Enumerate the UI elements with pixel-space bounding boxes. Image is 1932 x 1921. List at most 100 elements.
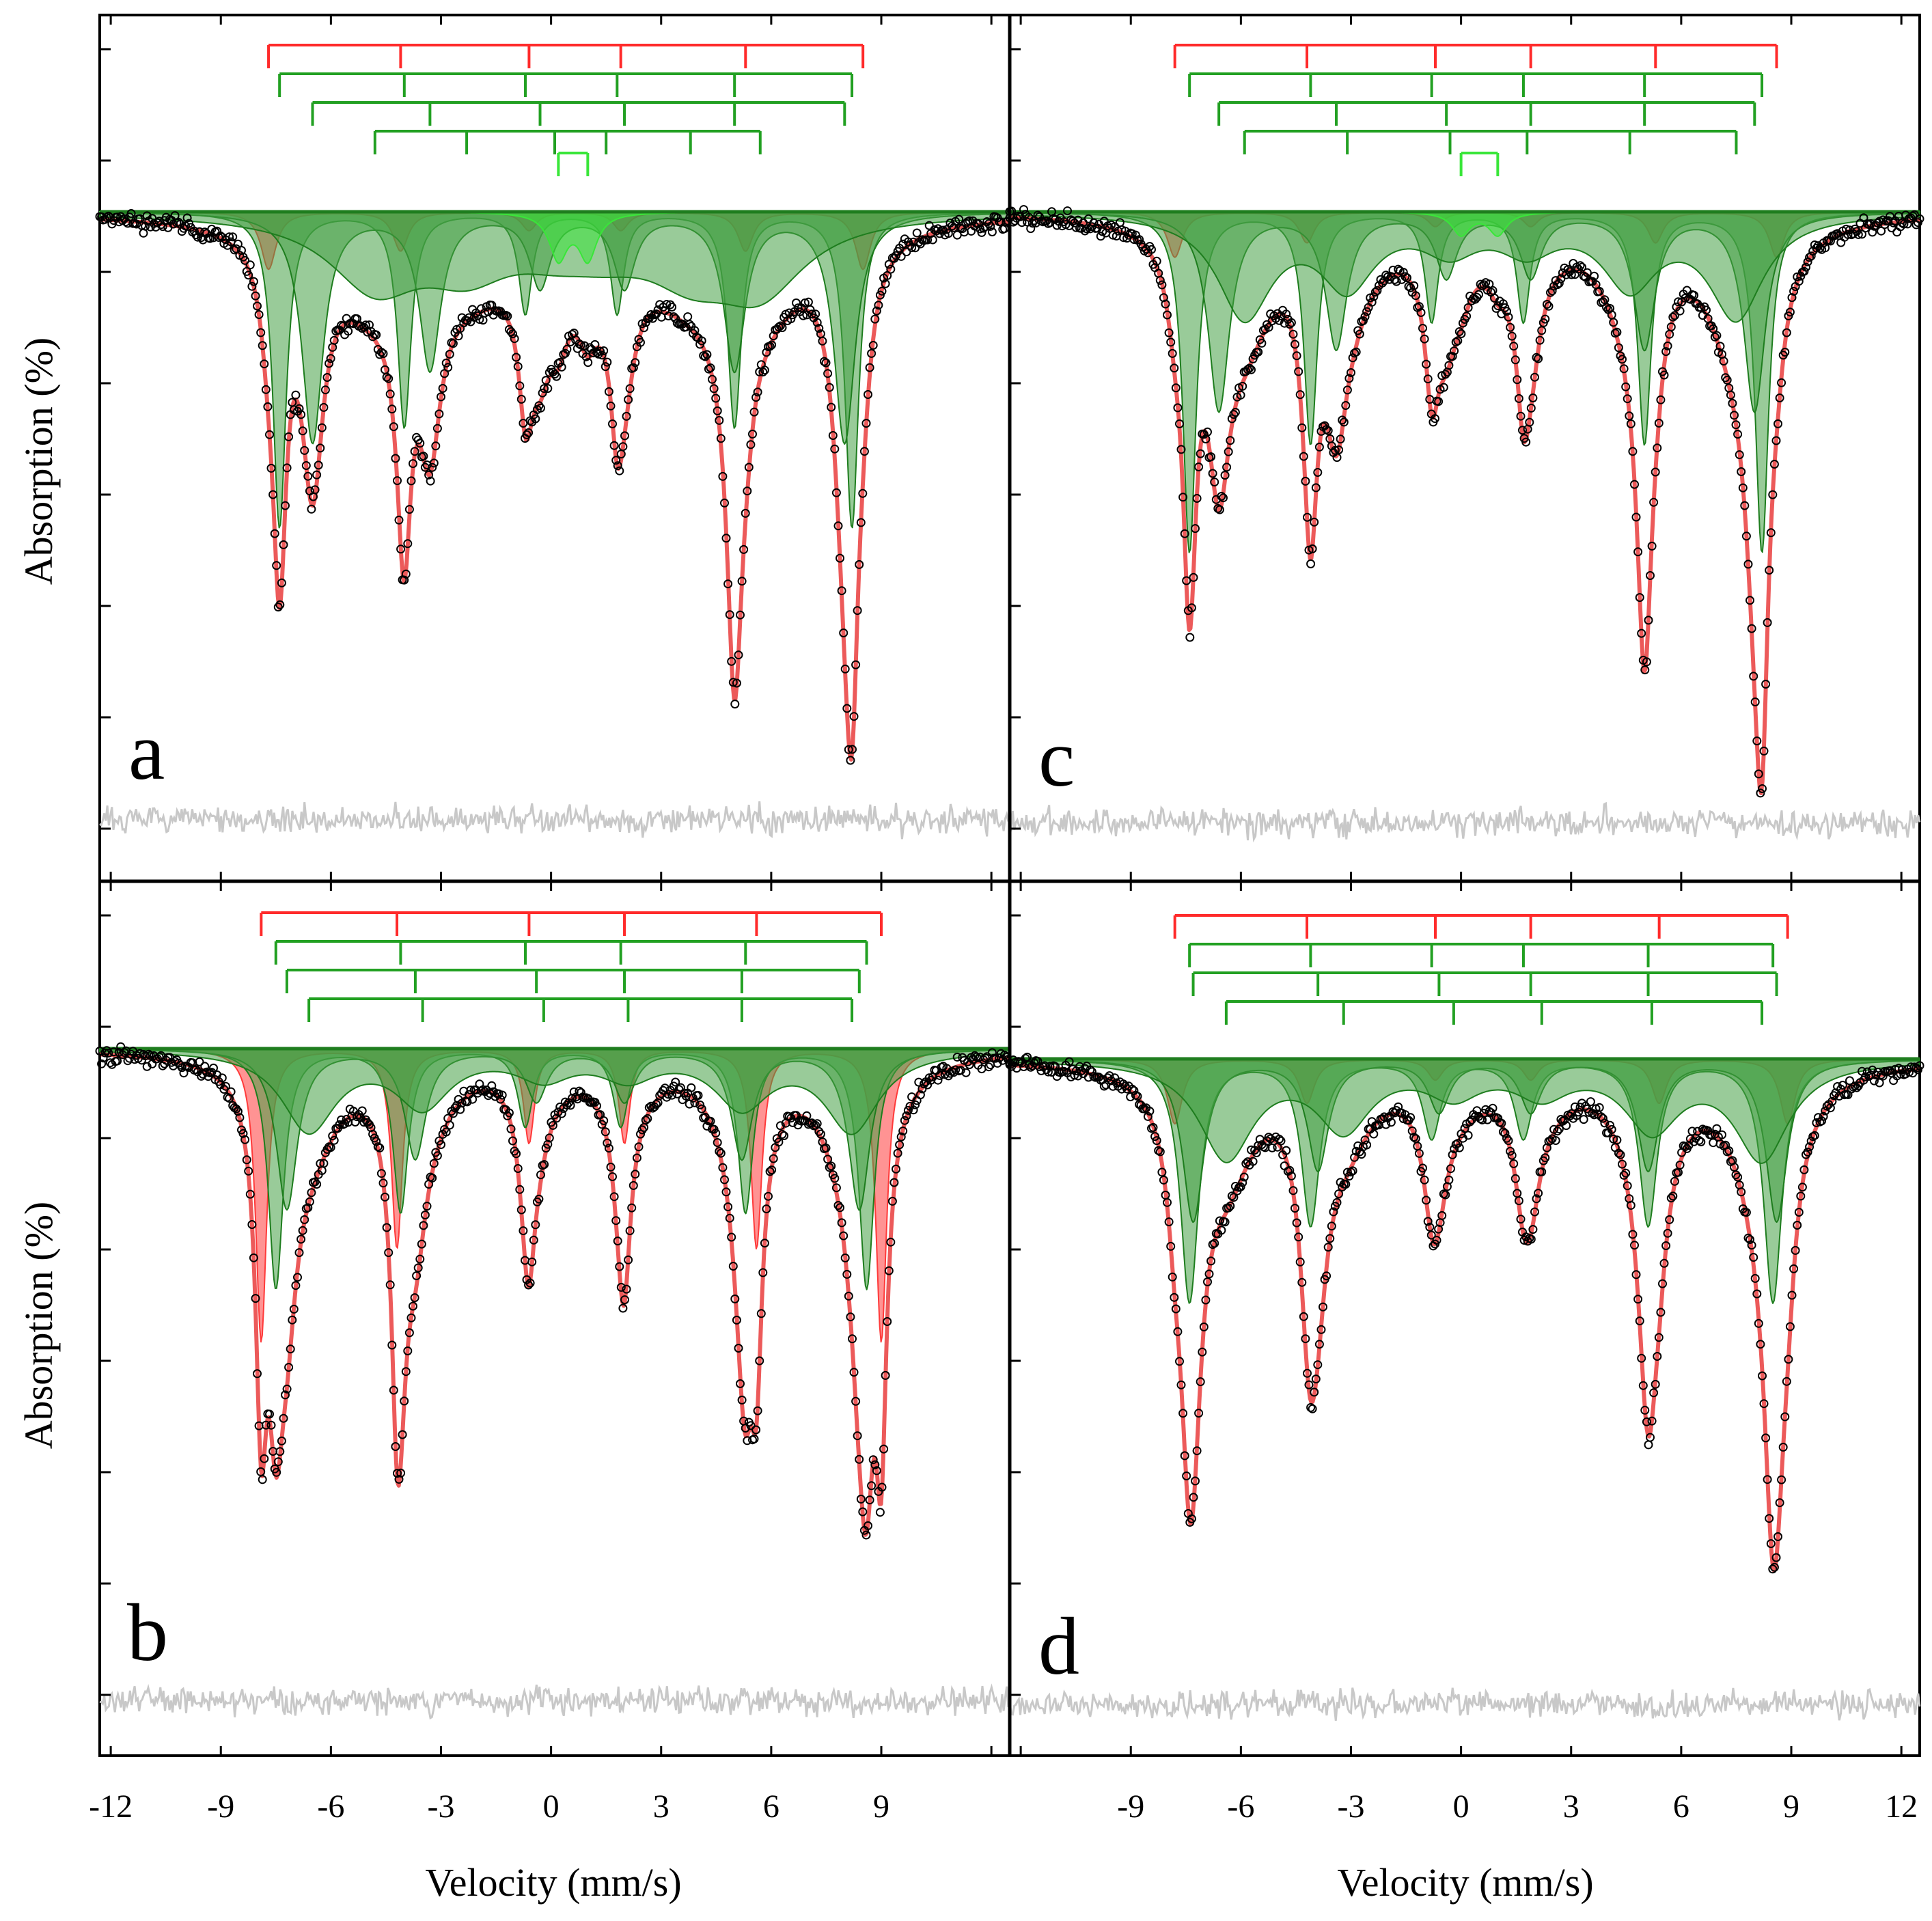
data-point — [581, 352, 591, 361]
data-point — [508, 329, 517, 339]
data-point — [718, 1163, 728, 1172]
data-point — [848, 1334, 857, 1344]
data-point — [372, 1137, 381, 1146]
data-point — [601, 362, 610, 372]
data-point — [382, 372, 391, 382]
data-point — [604, 1144, 613, 1153]
data-point — [426, 476, 435, 486]
data-point — [836, 553, 844, 563]
data-point — [1656, 1308, 1666, 1317]
data-point — [1633, 1295, 1643, 1304]
data-point — [1789, 1264, 1799, 1273]
data-point — [1229, 410, 1239, 419]
data-point — [1647, 1416, 1657, 1426]
data-point — [1431, 414, 1439, 424]
data-point — [1437, 1211, 1447, 1220]
data-point — [720, 1175, 729, 1185]
data-point — [727, 1232, 736, 1242]
data-point — [265, 1409, 274, 1419]
data-point — [375, 1143, 385, 1152]
data-point — [1301, 1334, 1310, 1344]
data-point — [1294, 367, 1303, 376]
data-point — [403, 1346, 413, 1355]
data-point — [907, 243, 917, 252]
data-point — [394, 515, 404, 525]
data-point — [1189, 1493, 1198, 1502]
data-point — [258, 341, 267, 350]
data-point — [1297, 1277, 1307, 1287]
data-point — [636, 1129, 645, 1139]
data-point — [1168, 348, 1177, 358]
data-point — [1526, 403, 1536, 413]
data-point — [1743, 559, 1753, 569]
data-point — [664, 1090, 673, 1099]
data-point — [1052, 221, 1062, 230]
data-point — [305, 1197, 314, 1206]
data-point — [1619, 364, 1629, 374]
data-point — [1899, 219, 1909, 229]
data-point — [886, 264, 896, 274]
data-point — [1702, 305, 1711, 315]
data-point — [1341, 1180, 1351, 1189]
data-point — [438, 384, 447, 393]
data-point — [1392, 277, 1401, 286]
data-point — [1827, 1096, 1837, 1106]
data-point — [1286, 318, 1296, 327]
data-point — [524, 428, 534, 437]
data-point — [1439, 383, 1448, 392]
data-point — [1454, 1143, 1464, 1152]
data-point — [730, 700, 740, 709]
data-point — [758, 368, 768, 376]
data-point — [620, 1295, 629, 1305]
data-point — [1737, 467, 1746, 476]
data-point — [1310, 1387, 1319, 1397]
data-point — [1070, 1070, 1079, 1080]
data-point — [445, 1120, 454, 1130]
data-point — [868, 341, 878, 350]
data-point — [1653, 443, 1662, 453]
x-tick-label-left: 0 — [543, 1788, 560, 1825]
data-point — [1653, 1352, 1662, 1361]
data-point — [1915, 1061, 1924, 1070]
data-point — [1463, 303, 1473, 312]
data-point — [1763, 618, 1772, 627]
data-point — [1575, 261, 1585, 271]
data-point — [266, 1420, 276, 1430]
x-tick-label-left: -6 — [317, 1788, 344, 1825]
data-point — [1275, 1135, 1284, 1144]
data-point — [1314, 1340, 1324, 1349]
data-point — [562, 344, 572, 354]
data-point — [1659, 1258, 1669, 1268]
data-point — [312, 470, 322, 480]
data-point — [1675, 1160, 1685, 1170]
data-point — [1623, 394, 1632, 404]
data-point — [240, 255, 250, 265]
x-ticks-b — [109, 881, 993, 1756]
data-point — [1665, 1215, 1674, 1224]
data-point — [1210, 1239, 1219, 1248]
data-point — [247, 281, 257, 291]
data-point — [1189, 572, 1198, 582]
data-point — [552, 372, 562, 381]
data-point — [844, 745, 853, 754]
data-point — [775, 321, 785, 331]
data-point — [1754, 769, 1763, 779]
data-point — [1323, 426, 1333, 435]
data-point — [1502, 307, 1511, 316]
data-point — [1334, 1189, 1344, 1199]
data-point — [1630, 1241, 1639, 1250]
data-point — [760, 365, 769, 375]
data-point — [746, 1421, 756, 1431]
data-point — [376, 348, 386, 357]
data-point — [1308, 1404, 1317, 1413]
data-point — [624, 395, 633, 404]
data-point — [820, 357, 829, 366]
data-point — [737, 577, 747, 586]
data-point — [1656, 395, 1666, 404]
data-point — [1026, 224, 1036, 234]
data-point — [310, 485, 320, 495]
data-point — [1311, 1374, 1321, 1384]
data-point — [606, 1162, 616, 1172]
data-point — [844, 1291, 853, 1301]
